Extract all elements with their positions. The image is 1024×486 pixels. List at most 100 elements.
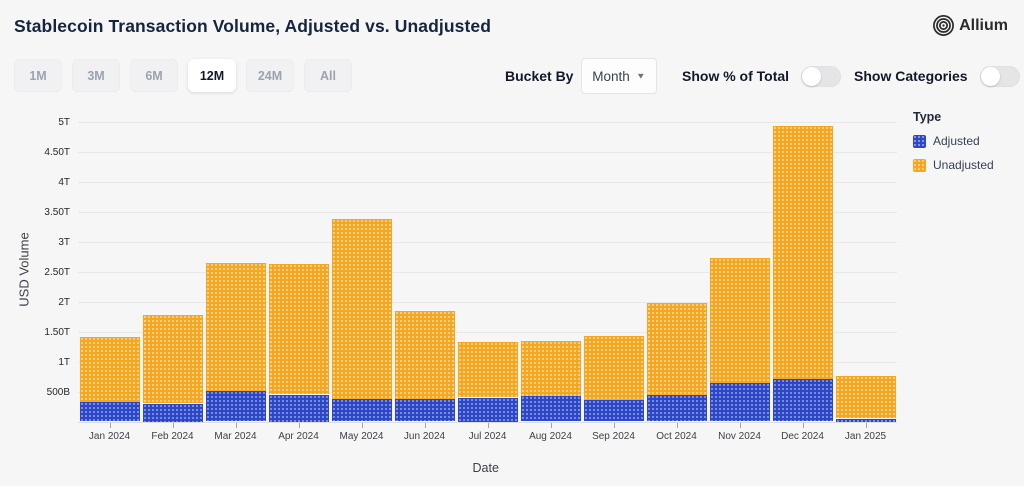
gridline <box>78 331 897 333</box>
y-tick-label: 4T <box>58 176 70 188</box>
range-button-12m[interactable]: 12M <box>188 59 236 92</box>
bar-segment-unadjusted-jan-2025[interactable] <box>835 375 896 419</box>
gridline <box>78 241 897 243</box>
bar-segment-adjusted-nov-2024[interactable] <box>709 383 770 422</box>
y-tick-label: 4.50T <box>44 146 70 158</box>
legend-label: Unadjusted <box>933 158 994 172</box>
x-tick-label: Jul 2024 <box>468 430 507 442</box>
bar-segment-unadjusted-jul-2024[interactable] <box>457 342 518 398</box>
allium-logo-icon <box>932 14 955 37</box>
x-tick-mark <box>361 422 363 428</box>
y-tick-label: 2T <box>58 296 70 308</box>
x-axis-label: Date <box>472 461 499 475</box>
gridline <box>78 301 897 303</box>
x-tick-mark <box>550 422 552 428</box>
x-tick-mark <box>235 422 237 428</box>
legend-item-unadjusted[interactable]: Unadjusted <box>913 158 994 172</box>
range-button-24m[interactable]: 24M <box>246 59 294 92</box>
show-percent-toggle[interactable] <box>801 65 842 87</box>
bar-segment-adjusted-dec-2024[interactable] <box>772 378 833 422</box>
bar-segment-unadjusted-dec-2024[interactable] <box>772 125 833 379</box>
bar-segment-unadjusted-nov-2024[interactable] <box>709 258 770 384</box>
bar-segment-unadjusted-apr-2024[interactable] <box>268 264 329 395</box>
range-button-group: 1M 3M 6M 12M 24M All <box>14 59 352 92</box>
x-tick-mark <box>298 422 300 428</box>
y-tick-label: 5T <box>58 116 70 128</box>
bar-segment-adjusted-may-2024[interactable] <box>331 398 392 422</box>
allium-logo-text: Allium <box>959 16 1008 34</box>
show-percent-label: Show % of Total <box>682 68 790 84</box>
bar-segment-adjusted-mar-2024[interactable] <box>205 390 266 422</box>
y-tick-label: 3.50T <box>44 206 70 218</box>
legend-swatch-icon <box>913 134 926 148</box>
x-tick-label: May 2024 <box>339 430 384 442</box>
toggle-knob <box>980 66 1000 86</box>
range-button-all[interactable]: All <box>304 59 352 92</box>
range-button-6m[interactable]: 6M <box>130 59 178 92</box>
y-tick-label: 3T <box>58 236 70 248</box>
bar-segment-adjusted-feb-2024[interactable] <box>142 403 203 422</box>
bucket-by-label: Bucket By <box>505 68 574 84</box>
bar-segment-adjusted-jun-2024[interactable] <box>394 399 455 422</box>
x-tick-mark <box>865 422 867 428</box>
y-tick-label: 2.50T <box>44 266 70 278</box>
x-tick-mark <box>676 422 678 428</box>
gridline <box>78 211 897 213</box>
bucket-by-value: Month <box>592 68 630 84</box>
x-tick-mark <box>613 422 615 428</box>
x-tick-label: Jan 2024 <box>88 430 131 442</box>
bar-segment-unadjusted-sep-2024[interactable] <box>583 335 644 400</box>
allium-logo: Allium <box>932 14 1008 37</box>
y-tick-label: 1.50T <box>44 326 70 338</box>
bar-segment-unadjusted-may-2024[interactable] <box>331 219 392 399</box>
x-tick-mark <box>109 422 111 428</box>
show-percent-row: Show % of Total <box>682 58 842 94</box>
x-tick-label: Nov 2024 <box>718 430 761 442</box>
legend-label: Adjusted <box>933 134 980 148</box>
x-tick-label: Feb 2024 <box>151 430 194 442</box>
bar-segment-unadjusted-jan-2024[interactable] <box>79 336 140 402</box>
bar-segment-unadjusted-aug-2024[interactable] <box>520 340 581 397</box>
gridline <box>78 181 897 183</box>
x-tick-label: Jun 2024 <box>403 430 446 442</box>
x-tick-label: Jan 2025 <box>844 430 887 442</box>
x-tick-mark <box>172 422 174 428</box>
bar-segment-unadjusted-mar-2024[interactable] <box>205 263 266 391</box>
chevron-down-icon: ▼ <box>635 71 646 81</box>
bar-segment-adjusted-sep-2024[interactable] <box>583 399 644 422</box>
x-tick-label: Aug 2024 <box>529 430 572 442</box>
bar-segment-unadjusted-jun-2024[interactable] <box>394 310 455 400</box>
legend-title: Type <box>913 110 942 124</box>
bar-segment-unadjusted-feb-2024[interactable] <box>142 315 203 404</box>
chart-legend: Type Adjusted Unadjusted <box>913 110 994 182</box>
bar-segment-unadjusted-oct-2024[interactable] <box>646 302 707 396</box>
range-button-1m[interactable]: 1M <box>14 59 62 92</box>
bar-segment-adjusted-jan-2025[interactable] <box>835 418 896 422</box>
x-tick-mark <box>487 422 489 428</box>
show-categories-label: Show Categories <box>854 68 968 84</box>
bar-segment-adjusted-jan-2024[interactable] <box>79 401 140 422</box>
controls-bar: 1M 3M 6M 12M 24M All Bucket By Month ▼ Show %… <box>0 58 1024 95</box>
y-tick-label: 1T <box>58 356 70 368</box>
x-tick-label: Sep 2024 <box>592 430 635 442</box>
show-categories-row: Show Categories <box>854 58 1020 94</box>
gridline <box>78 151 897 153</box>
x-tick-mark <box>802 422 804 428</box>
legend-swatch-icon <box>913 158 926 172</box>
range-button-3m[interactable]: 3M <box>72 59 120 92</box>
x-tick-label: Mar 2024 <box>214 430 257 442</box>
legend-item-adjusted[interactable]: Adjusted <box>913 134 994 148</box>
page-title: Stablecoin Transaction Volume, Adjusted … <box>14 16 492 36</box>
bar-segment-adjusted-apr-2024[interactable] <box>268 394 329 422</box>
gridline <box>78 271 897 273</box>
bar-segment-adjusted-oct-2024[interactable] <box>646 395 707 422</box>
bar-segment-adjusted-aug-2024[interactable] <box>520 396 581 422</box>
bucket-by-select[interactable]: Month ▼ <box>581 58 657 94</box>
show-categories-toggle[interactable] <box>979 65 1020 87</box>
bar-segment-adjusted-jul-2024[interactable] <box>457 397 518 422</box>
x-tick-label: Apr 2024 <box>278 430 319 442</box>
gridline <box>78 121 897 123</box>
toggle-knob <box>802 66 822 86</box>
chart-area: USD Volume Date 5T 4.50T 4T 3.50T 3T 2.50T 2T 1… <box>0 100 1024 486</box>
x-tick-mark <box>424 422 426 428</box>
